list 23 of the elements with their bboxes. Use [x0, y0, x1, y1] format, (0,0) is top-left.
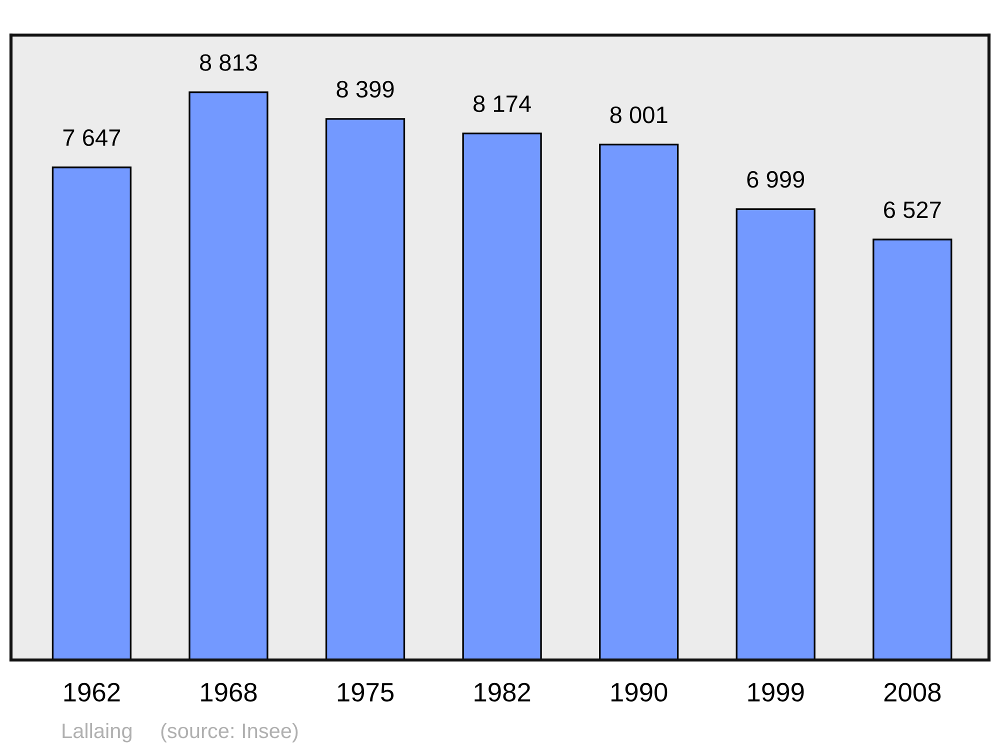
data-label: 8 399	[336, 80, 394, 98]
x-tick-label: 1975	[338, 682, 394, 702]
data-label: 6 999	[747, 171, 804, 188]
text: (source: Insee)	[161, 722, 298, 742]
x-tick-label: 1990	[612, 682, 668, 702]
data-label: 8 001	[610, 106, 668, 124]
x-tick-label: 1968	[201, 682, 257, 702]
bar	[599, 144, 679, 660]
x-tick-label: 1999	[748, 682, 804, 702]
data-label: 8 813	[200, 54, 257, 71]
bar	[52, 166, 132, 660]
x-tick-label: 1962	[64, 682, 120, 702]
data-label: 6 527	[884, 201, 941, 218]
bar	[325, 118, 406, 660]
x-tick-label: 2008	[884, 682, 941, 702]
bar	[462, 132, 542, 660]
data-label: 7 647	[63, 129, 120, 146]
text: Lallaing	[62, 722, 132, 742]
bar	[872, 238, 952, 660]
data-label: 8 174	[474, 95, 531, 112]
bar	[736, 208, 816, 660]
x-tick-label: 1982	[474, 682, 530, 702]
bar	[188, 91, 268, 660]
